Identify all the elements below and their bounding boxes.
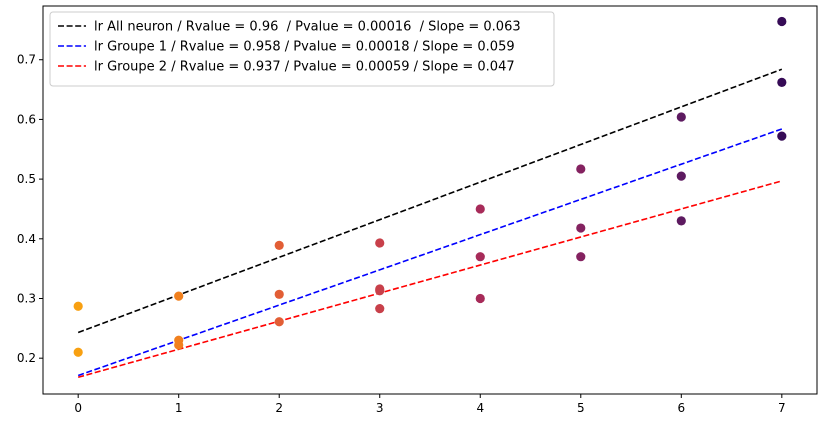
x-tick-label-3: 3 [376, 401, 384, 415]
data-point-21 [676, 216, 686, 226]
data-point-8 [274, 317, 284, 327]
data-point-22 [777, 16, 787, 27]
data-point-12 [375, 304, 385, 314]
data-point-20 [676, 171, 686, 181]
data-point-3 [174, 291, 184, 301]
y-tick-label-0.7: 0.7 [17, 53, 36, 67]
legend: lr All neuron / Rvalue = 0.96 / Pvalue =… [49, 11, 555, 87]
data-point-24 [777, 131, 787, 141]
data-point-17 [576, 223, 586, 233]
data-point-15 [475, 293, 485, 304]
legend-box [49, 11, 555, 87]
y-tick-label-0.3: 0.3 [17, 291, 36, 305]
data-point-2 [73, 347, 83, 357]
data-point-16 [576, 164, 586, 174]
data-point-5 [174, 340, 184, 350]
data-point-23 [777, 77, 787, 88]
data-point-19 [676, 112, 686, 122]
data-point-13 [475, 204, 485, 214]
data-point-18 [576, 252, 586, 262]
y-tick-label-0.5: 0.5 [17, 172, 36, 186]
x-tick-label-5: 5 [577, 401, 585, 415]
data-point-1 [73, 301, 83, 311]
regression-line-3 [77, 180, 783, 379]
x-tick-label-0: 0 [74, 401, 82, 415]
legend-label-3: lr Groupe 2 / Rvalue = 0.937 / Pvalue = … [94, 60, 515, 75]
regression-line-1 [77, 68, 783, 334]
x-tick-label-1: 1 [175, 401, 183, 415]
x-tick-label-7: 7 [778, 401, 786, 415]
data-point-7 [274, 289, 284, 299]
data-point-9 [375, 238, 385, 248]
x-tick-label-4: 4 [476, 401, 484, 415]
plot-area: 0 1 2 3 4 5 6 7 0.2 0.3 0.4 0.5 0.6 0.7 [17, 5, 818, 415]
legend-label-1: lr All neuron / Rvalue = 0.96 / Pvalue =… [94, 20, 521, 35]
data-point-11 [375, 286, 385, 296]
x-tick-label-6: 6 [677, 401, 685, 415]
y-tick-label-0.6: 0.6 [17, 112, 36, 126]
data-point-6 [274, 240, 284, 250]
legend-label-2: lr Groupe 1 / Rvalue = 0.958 / Pvalue = … [94, 40, 515, 55]
axes-frame [42, 5, 818, 395]
data-point-14 [475, 252, 485, 262]
y-tick-label-0.2: 0.2 [17, 351, 36, 365]
y-tick-label-0.4: 0.4 [17, 232, 36, 246]
x-tick-label-2: 2 [275, 401, 283, 415]
regression-line-2 [77, 128, 783, 377]
